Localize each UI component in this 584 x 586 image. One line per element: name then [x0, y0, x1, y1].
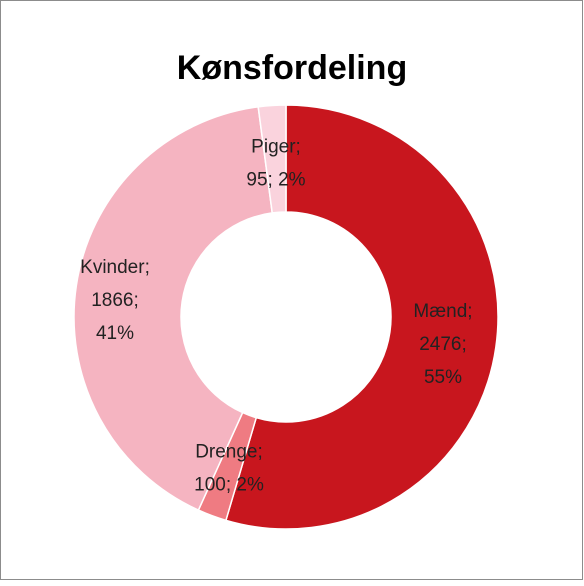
donut-slice [224, 104, 499, 530]
data-label: 41% [96, 323, 134, 344]
data-label: 95; 2% [246, 170, 305, 191]
data-label: Drenge; [195, 442, 263, 463]
chart-title: Kønsfordeling [177, 49, 407, 87]
data-label: Mænd; [413, 301, 472, 322]
data-label: 100; 2% [194, 475, 264, 496]
data-label: 2476; [419, 334, 467, 355]
donut-slice [257, 104, 287, 214]
data-label: Piger; [251, 137, 301, 158]
data-label: 55% [424, 367, 462, 388]
data-label: Kvinder; [80, 257, 150, 278]
data-label: 1866; [91, 290, 139, 311]
donut-slice [73, 105, 274, 512]
